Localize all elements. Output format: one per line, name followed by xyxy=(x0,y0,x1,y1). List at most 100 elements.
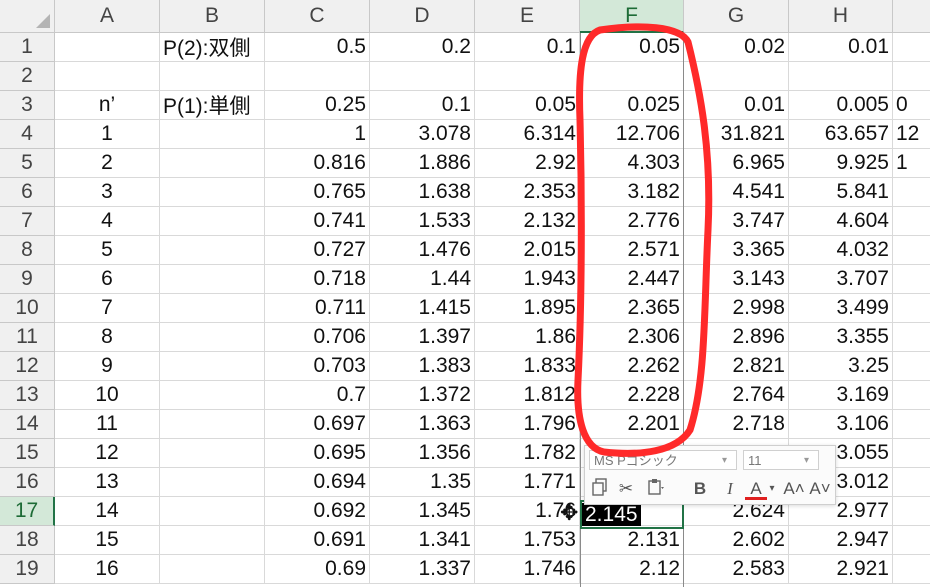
cell-h13[interactable]: 3.169 xyxy=(789,381,893,410)
cell-a4[interactable]: 1 xyxy=(55,120,160,149)
cell-d3[interactable]: 0.1 xyxy=(370,91,475,120)
row-header[interactable]: 13 xyxy=(0,381,55,410)
cell-h17[interactable]: 2.977 xyxy=(789,497,893,526)
cell-f19[interactable]: 2.12 xyxy=(580,555,684,584)
cell-d9[interactable]: 1.44 xyxy=(370,265,475,294)
shrink-font-button[interactable]: A˅ xyxy=(809,479,831,498)
cell-c10[interactable]: 0.711 xyxy=(265,294,370,323)
cell-c16[interactable]: 0.694 xyxy=(265,468,370,497)
cell-c11[interactable]: 0.706 xyxy=(265,323,370,352)
cell-g6[interactable]: 4.541 xyxy=(684,178,789,207)
cell-e6[interactable]: 2.353 xyxy=(475,178,580,207)
column-header-e[interactable]: E xyxy=(475,0,580,33)
cell-b6[interactable] xyxy=(160,178,265,207)
cell-h19[interactable]: 2.921 xyxy=(789,555,893,584)
font-size-box[interactable]: 11 ▾ xyxy=(743,450,819,470)
cell-partial[interactable] xyxy=(893,410,930,439)
cell-h10[interactable]: 3.499 xyxy=(789,294,893,323)
cell-partial[interactable] xyxy=(893,178,930,207)
cell-a13[interactable]: 10 xyxy=(55,381,160,410)
cell-f3[interactable]: 0.025 xyxy=(580,91,684,120)
cell-g12[interactable]: 2.821 xyxy=(684,352,789,381)
cell-g5[interactable]: 6.965 xyxy=(684,149,789,178)
row-header[interactable]: 15 xyxy=(0,439,55,468)
cell-d1[interactable]: 0.2 xyxy=(370,33,475,62)
cell-h2[interactable] xyxy=(789,62,893,91)
cell-f7[interactable]: 2.776 xyxy=(580,207,684,236)
cell-g3[interactable]: 0.01 xyxy=(684,91,789,120)
cell-partial[interactable] xyxy=(893,381,930,410)
cell-g1[interactable]: 0.02 xyxy=(684,33,789,62)
cell-partial[interactable]: 1 xyxy=(893,149,930,178)
cell-e11[interactable]: 1.86 xyxy=(475,323,580,352)
copy-icon[interactable] xyxy=(589,478,611,500)
cell-partial[interactable] xyxy=(893,468,930,497)
cell-h18[interactable]: 2.947 xyxy=(789,526,893,555)
row-header[interactable]: 3 xyxy=(0,91,55,120)
cell-g11[interactable]: 2.896 xyxy=(684,323,789,352)
cell-a12[interactable]: 9 xyxy=(55,352,160,381)
bold-button[interactable]: B xyxy=(693,479,707,498)
cell-e1[interactable]: 0.1 xyxy=(475,33,580,62)
cell-partial[interactable] xyxy=(893,236,930,265)
cell-g2[interactable] xyxy=(684,62,789,91)
cell-d14[interactable]: 1.363 xyxy=(370,410,475,439)
cell-a2[interactable] xyxy=(55,62,160,91)
cell-f9[interactable]: 2.447 xyxy=(580,265,684,294)
cell-b14[interactable] xyxy=(160,410,265,439)
cell-h1[interactable]: 0.01 xyxy=(789,33,893,62)
cell-a15[interactable]: 12 xyxy=(55,439,160,468)
cell-d4[interactable]: 3.078 xyxy=(370,120,475,149)
cell-e9[interactable]: 1.943 xyxy=(475,265,580,294)
cell-f2[interactable] xyxy=(580,62,684,91)
cell-b18[interactable] xyxy=(160,526,265,555)
cell-d19[interactable]: 1.337 xyxy=(370,555,475,584)
cell-g19[interactable]: 2.583 xyxy=(684,555,789,584)
row-header[interactable]: 1 xyxy=(0,33,55,62)
cell-g14[interactable]: 2.718 xyxy=(684,410,789,439)
italic-button[interactable]: I xyxy=(727,479,733,498)
column-header-h[interactable]: H xyxy=(789,0,893,33)
cell-f4[interactable]: 12.706 xyxy=(580,120,684,149)
cell-b15[interactable] xyxy=(160,439,265,468)
cell-b13[interactable] xyxy=(160,381,265,410)
cell-partial[interactable] xyxy=(893,33,930,62)
cell-partial[interactable] xyxy=(893,294,930,323)
row-header[interactable]: 7 xyxy=(0,207,55,236)
cell-c3[interactable]: 0.25 xyxy=(265,91,370,120)
cell-d16[interactable]: 1.35 xyxy=(370,468,475,497)
cell-d11[interactable]: 1.397 xyxy=(370,323,475,352)
cell-e4[interactable]: 6.314 xyxy=(475,120,580,149)
cell-f8[interactable]: 2.571 xyxy=(580,236,684,265)
column-header-b[interactable]: B xyxy=(160,0,265,33)
cell-d7[interactable]: 1.533 xyxy=(370,207,475,236)
cell-g4[interactable]: 31.821 xyxy=(684,120,789,149)
cell-d15[interactable]: 1.356 xyxy=(370,439,475,468)
cell-g18[interactable]: 2.602 xyxy=(684,526,789,555)
cell-e17[interactable]: 1.76 xyxy=(475,497,580,526)
cell-e7[interactable]: 2.132 xyxy=(475,207,580,236)
cell-e10[interactable]: 1.895 xyxy=(475,294,580,323)
cell-a16[interactable]: 13 xyxy=(55,468,160,497)
column-header-a[interactable]: A xyxy=(55,0,160,33)
cell-h4[interactable]: 63.657 xyxy=(789,120,893,149)
cell-f13[interactable]: 2.228 xyxy=(580,381,684,410)
row-header[interactable]: 17 xyxy=(0,497,55,526)
cell-b10[interactable] xyxy=(160,294,265,323)
cell-c5[interactable]: 0.816 xyxy=(265,149,370,178)
cell-e13[interactable]: 1.812 xyxy=(475,381,580,410)
cell-e18[interactable]: 1.753 xyxy=(475,526,580,555)
cell-h9[interactable]: 3.707 xyxy=(789,265,893,294)
cell-c18[interactable]: 0.691 xyxy=(265,526,370,555)
paste-format-icon[interactable] xyxy=(641,478,671,500)
cell-partial[interactable] xyxy=(893,497,930,526)
cell-partial[interactable] xyxy=(893,555,930,584)
cell-b8[interactable] xyxy=(160,236,265,265)
cell-a9[interactable]: 6 xyxy=(55,265,160,294)
row-header[interactable]: 12 xyxy=(0,352,55,381)
cell-partial[interactable] xyxy=(893,323,930,352)
cell-b1[interactable]: P(2):双側 xyxy=(160,33,265,62)
cell-partial[interactable]: 12 xyxy=(893,120,930,149)
cell-h11[interactable]: 3.355 xyxy=(789,323,893,352)
cell-partial[interactable] xyxy=(893,265,930,294)
